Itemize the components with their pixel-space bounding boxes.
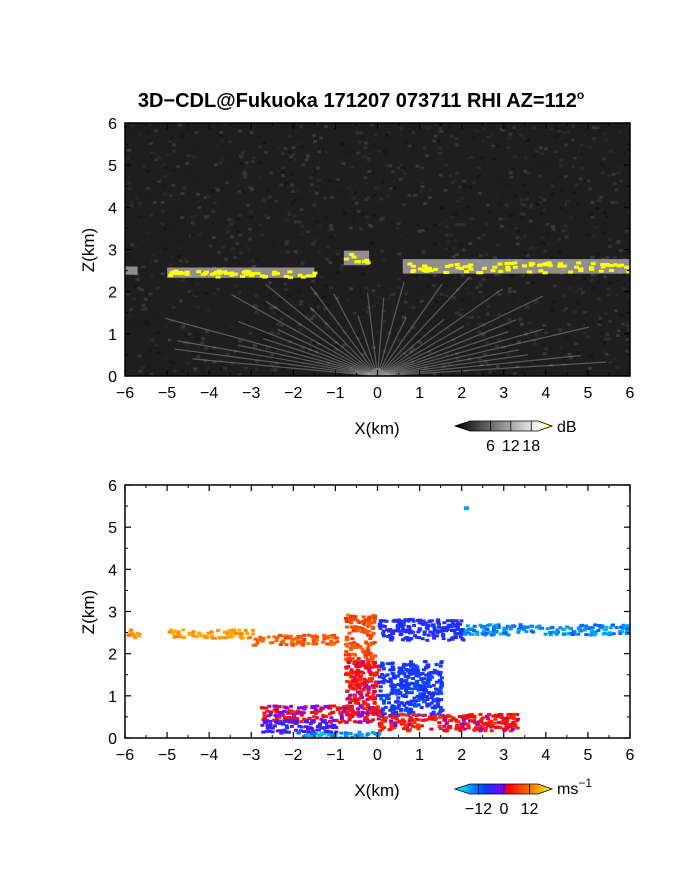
- velocity-layer: [377, 712, 520, 733]
- velocity-layer: [251, 633, 340, 648]
- velocity-x-tick-label: 6: [626, 747, 635, 764]
- colorbar-tick-label: 6: [486, 438, 495, 455]
- colorbar-tick-label: 12: [521, 801, 539, 818]
- velocity-y-tick-label: 3: [108, 605, 117, 622]
- backscatter-y-tick-label: 4: [108, 200, 117, 217]
- backscatter-y-tick-label: 3: [108, 243, 117, 260]
- velocity-x-tick-label: 5: [583, 747, 592, 764]
- velocity-colorbar-unit: ms−1: [557, 776, 592, 798]
- backscatter-layer: [167, 267, 315, 278]
- velocity-x-tick-label: 4: [541, 747, 550, 764]
- backscatter-x-tick-label: −3: [242, 385, 260, 402]
- velocity-layer: [377, 617, 466, 642]
- velocity-xlabel: X(km): [354, 781, 399, 800]
- backscatter-y-tick-label: 0: [108, 369, 117, 386]
- backscatter-x-tick-label: 6: [626, 385, 635, 402]
- backscatter-colorbar-unit: dB: [557, 419, 577, 436]
- velocity-x-tick-label: −5: [158, 747, 176, 764]
- backscatter-y-tick-label: 1: [108, 327, 117, 344]
- velocity-plot-area: [125, 485, 630, 738]
- backscatter-layer: [125, 266, 138, 275]
- backscatter-x-tick-label: 1: [415, 385, 424, 402]
- backscatter-x-tick-label: 2: [457, 385, 466, 402]
- chart-title: 3D−CDL@Fukuoka 171207 073711 RHI AZ=112o: [138, 88, 584, 112]
- velocity-x-tick-label: −3: [242, 747, 260, 764]
- backscatter-x-tick-label: 0: [373, 385, 382, 402]
- backscatter-xlabel: X(km): [354, 419, 399, 438]
- velocity-y-tick-label: 1: [108, 689, 117, 706]
- velocity-layer: [260, 719, 339, 735]
- backscatter-y-tick-label: 6: [108, 116, 117, 133]
- colorbar-tick-label: 0: [500, 801, 509, 818]
- backscatter-x-tick-label: −6: [116, 385, 134, 402]
- velocity-y-tick-label: 2: [108, 647, 117, 664]
- velocity-x-tick-label: −2: [284, 747, 302, 764]
- backscatter-y-tick-label: 2: [108, 285, 117, 302]
- velocity-x-tick-label: 2: [457, 747, 466, 764]
- backscatter-x-tick-label: −1: [326, 385, 344, 402]
- velocity-colorbar: ms−1 −12 0 12: [453, 776, 592, 818]
- backscatter-ylabel: Z(km): [79, 228, 98, 272]
- backscatter-x-tick-label: −4: [200, 385, 218, 402]
- velocity-layer: [463, 623, 630, 637]
- velocity-ylabel: Z(km): [79, 590, 98, 634]
- backscatter-colorbar: dB 6 12 18: [453, 419, 577, 455]
- velocity-y-tick-label: 0: [108, 731, 117, 748]
- backscatter-x-tick-label: −5: [158, 385, 176, 402]
- backscatter-x-tick-label: 3: [499, 385, 508, 402]
- velocity-x-tick-label: 1: [415, 747, 424, 764]
- velocity-x-tick-label: −1: [326, 747, 344, 764]
- backscatter-x-tick-label: −2: [284, 385, 302, 402]
- velocity-point: [463, 506, 469, 511]
- velocity-x-tick-label: −6: [116, 747, 134, 764]
- velocity-x-tick-label: −4: [200, 747, 218, 764]
- backscatter-plot-area: [125, 123, 630, 376]
- backscatter-x-tick-label: 5: [583, 385, 592, 402]
- colorbar-tick-label: 12: [502, 438, 520, 455]
- velocity-y-tick-label: 4: [108, 562, 117, 579]
- velocity-layer: [126, 628, 142, 640]
- colorbar-tick-label: 18: [522, 438, 540, 455]
- backscatter-y-tick-label: 5: [108, 158, 117, 175]
- velocity-x-tick-label: 0: [373, 747, 382, 764]
- velocity-y-tick-label: 5: [108, 520, 117, 537]
- velocity-layer: [167, 628, 256, 640]
- velocity-layer: [377, 660, 445, 718]
- velocity-x-tick-label: 3: [499, 747, 508, 764]
- velocity-layer: [296, 730, 382, 738]
- backscatter-x-tick-label: 4: [541, 385, 550, 402]
- colorbar-tick-label: −12: [465, 801, 492, 818]
- velocity-y-tick-label: 6: [108, 478, 117, 495]
